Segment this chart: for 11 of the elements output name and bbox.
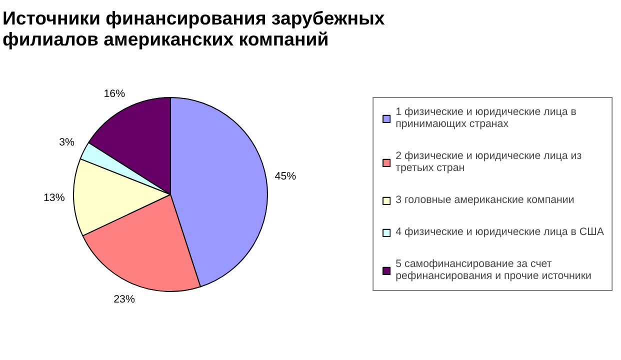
legend-label: 5 самофинансирование за счет рефинансирования и прочие источники: [396, 258, 592, 282]
legend-label: 1 физические и юридические лица в принимающих странах: [396, 106, 576, 130]
legend-label: 2 физические и юридические лица из третьих стран: [396, 150, 582, 174]
data-label: 3%: [59, 136, 76, 149]
chart-title: Источники финансирования зарубежных филиалов американских компаний: [2, 8, 386, 50]
legend-label: 3 головные американские компании: [396, 194, 574, 206]
data-label: 13%: [43, 192, 66, 204]
data-label: 23%: [114, 294, 136, 306]
legend-label: 4 физические и юридические лица в США: [396, 226, 604, 238]
data-label: 45%: [274, 170, 297, 183]
data-label: 16%: [104, 88, 126, 100]
